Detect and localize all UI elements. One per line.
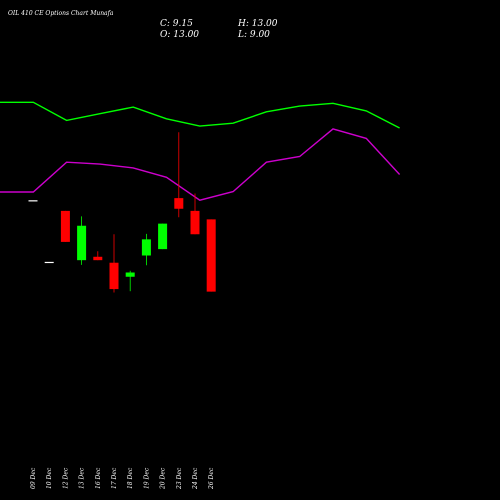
x-axis: 09 Dec 10 Dec 12 Dec 13 Dec 16 Dec 17 Dec 18 D… — [30, 467, 215, 490]
x-tick-label: 16 Dec — [95, 467, 102, 489]
candle-body — [206, 219, 216, 292]
chart-title: OIL 410 CE Options Chart Munafa — [8, 10, 114, 17]
lower-band-line — [0, 128, 401, 201]
candle-body — [174, 198, 184, 209]
upper-band-line — [0, 101, 400, 129]
candle — [60, 210, 70, 242]
candle-body — [190, 210, 200, 235]
x-tick-label: 09 Dec — [30, 467, 37, 489]
candle-body — [28, 200, 38, 202]
candle — [190, 193, 200, 235]
candle-body — [158, 223, 168, 250]
x-tick-label: 17 Dec — [111, 467, 118, 489]
candle-body — [125, 272, 135, 277]
candle — [77, 216, 87, 265]
x-tick-label: 24 Dec — [192, 467, 199, 490]
x-tick-label: 26 Dec — [208, 467, 215, 490]
x-tick-label: 13 Dec — [79, 467, 86, 489]
candle — [174, 132, 184, 218]
candle — [206, 219, 216, 292]
candle — [44, 261, 54, 264]
candle-body — [44, 261, 54, 264]
bands-layer — [0, 101, 401, 201]
x-tick-label: 12 Dec — [62, 467, 69, 489]
candle-body — [109, 262, 119, 290]
candle — [158, 223, 168, 250]
open-label: O: 13.00 — [160, 30, 199, 40]
x-tick-label: 23 Dec — [176, 467, 183, 490]
low-label: L: 9.00 — [237, 30, 270, 40]
candle-body — [141, 239, 151, 256]
candles-layer — [28, 132, 216, 293]
x-tick-label: 20 Dec — [160, 467, 167, 490]
x-tick-label: 18 Dec — [127, 467, 134, 489]
high-label: H: 13.00 — [237, 19, 278, 29]
candle-body — [93, 256, 103, 261]
candle-body — [77, 225, 87, 261]
candle — [28, 200, 38, 202]
candle-body — [60, 210, 70, 242]
candle — [125, 270, 135, 292]
close-label: C: 9.15 — [160, 19, 193, 29]
candle — [141, 233, 151, 266]
x-tick-label: 19 Dec — [143, 467, 150, 489]
x-tick-label: 10 Dec — [46, 467, 53, 489]
candle — [93, 251, 103, 261]
candle — [109, 234, 119, 293]
